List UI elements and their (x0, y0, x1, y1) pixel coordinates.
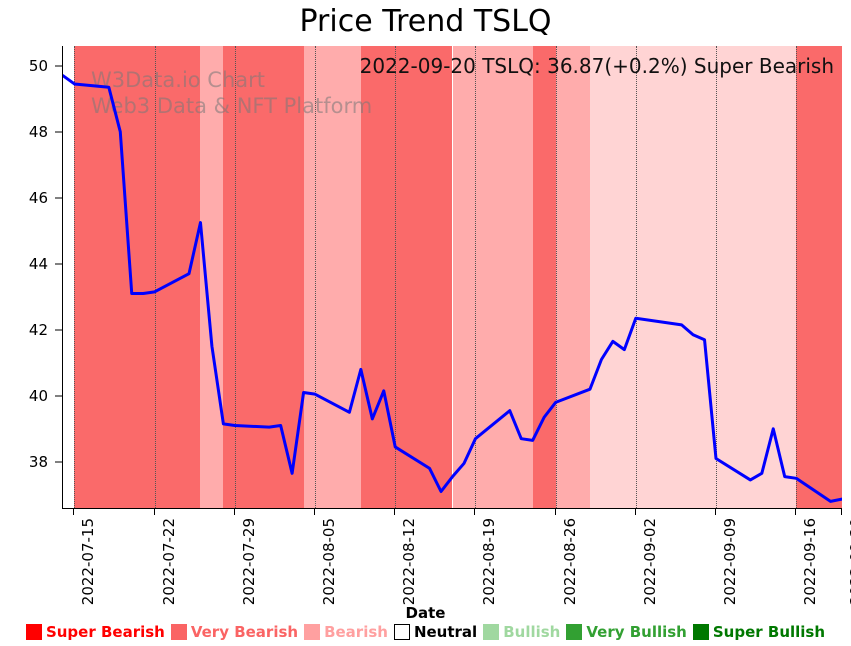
gridline-vertical (154, 46, 156, 508)
sentiment-band (74, 46, 201, 508)
sentiment-band (532, 46, 556, 508)
legend-swatch (393, 624, 410, 640)
legend-swatch (692, 624, 709, 640)
legend-item[interactable]: Super Bearish (25, 623, 165, 641)
legend-label: Super Bearish (45, 623, 165, 641)
gridline-vertical (74, 46, 76, 508)
y-tick-label: 44 (28, 254, 48, 273)
latest-price-annotation: 2022-09-20 TSLQ: 36.87(+0.2%) Super Bear… (359, 54, 834, 78)
x-tick-mark (394, 508, 396, 515)
x-tick-label: 2022-09-16 (801, 518, 820, 606)
x-tick-label: 2022-08-26 (560, 518, 579, 606)
legend-swatch (170, 624, 187, 640)
x-axis-title: Date (405, 604, 446, 622)
x-tick-label: 2022-08-19 (480, 518, 499, 606)
legend-item[interactable]: Bearish (304, 623, 388, 641)
legend-item[interactable]: Super Bullish (692, 623, 826, 641)
x-tick-mark (153, 508, 155, 515)
sentiment-band (796, 46, 842, 508)
gridline-vertical (475, 46, 477, 508)
legend-label: Very Bearish (190, 623, 299, 641)
sentiment-band (63, 46, 75, 508)
x-tick-mark (714, 508, 716, 515)
grid-layer (63, 46, 842, 508)
legend-item[interactable]: Very Bullish (566, 623, 687, 641)
y-tick-mark (55, 329, 62, 331)
legend-item[interactable]: Bullish (483, 623, 560, 641)
y-tick-mark (55, 263, 62, 265)
x-tick-label: 2022-09-09 (720, 518, 739, 606)
sentiment-legend: Super Bearish Very Bearish Bearish Neutral B… (0, 620, 851, 644)
sentiment-band (555, 46, 590, 508)
legend-swatch (566, 624, 583, 640)
x-tick-label: 2022-08-05 (320, 518, 339, 606)
x-tick-mark (795, 508, 797, 515)
x-tick-label: 2022-07-29 (239, 518, 258, 606)
gridline-vertical (715, 46, 717, 508)
gridline-vertical (395, 46, 397, 508)
annotation-layer: 2022-09-20 TSLQ: 36.87(+0.2%) Super Bear… (63, 46, 842, 508)
legend-item[interactable]: Very Bearish (170, 623, 299, 641)
y-tick-label: 42 (28, 320, 48, 339)
price-line-layer (63, 74, 842, 503)
y-tick-label: 48 (28, 122, 48, 141)
price-line (63, 74, 842, 503)
y-tick-mark (55, 395, 62, 397)
x-tick-mark (73, 508, 75, 515)
x-tick-mark (634, 508, 636, 515)
sentiment-band (303, 46, 361, 508)
x-tick-mark (554, 508, 556, 515)
y-tick-mark (55, 65, 62, 67)
y-tick-label: 46 (28, 188, 48, 207)
y-tick-mark (55, 197, 62, 199)
x-tick-mark (314, 508, 316, 515)
x-axis: 2022-07-15 2022-07-22 2022-07-29 2022-08-05… (62, 508, 851, 608)
y-tick-mark (55, 461, 62, 463)
x-tick-mark (474, 508, 476, 515)
x-tick-label: 2022-09-02 (640, 518, 659, 606)
y-tick-label: 38 (28, 452, 48, 471)
x-tick-label: 2022-07-15 (79, 518, 98, 606)
legend-swatch (25, 624, 42, 640)
x-tick-mark (841, 508, 842, 515)
gridline-vertical (635, 46, 637, 508)
gridline-vertical (234, 46, 236, 508)
y-tick-label: 50 (28, 56, 48, 75)
y-axis: 38 40 42 44 46 48 50 (0, 46, 62, 508)
gridline-vertical (555, 46, 557, 508)
x-tick-label: 2022-09-20 (847, 518, 851, 606)
x-tick-mark (233, 508, 235, 515)
gridline-vertical (315, 46, 317, 508)
legend-label: Bullish (503, 623, 561, 641)
legend-item[interactable]: Neutral (393, 623, 478, 641)
legend-label: Super Bullish (712, 623, 826, 641)
y-tick-label: 40 (28, 386, 48, 405)
y-tick-mark (55, 131, 62, 133)
sentiment-band (223, 46, 304, 508)
x-tick-label: 2022-07-22 (159, 518, 178, 606)
legend-label: Very Bullish (586, 623, 687, 641)
legend-swatch (483, 624, 500, 640)
chart-title: Price Trend TSLQ (299, 4, 552, 39)
sentiment-band (589, 46, 797, 508)
sentiment-band (360, 46, 453, 508)
gridline-vertical (796, 46, 798, 508)
legend-label: Bearish (324, 623, 388, 641)
x-tick-label: 2022-08-12 (400, 518, 419, 606)
legend-label: Neutral (413, 623, 478, 641)
legend-swatch (304, 624, 321, 640)
plot-area: W3Data.io Chart Web3 Data & NFT Platform… (62, 46, 842, 509)
sentiment-bands-layer (63, 46, 842, 508)
